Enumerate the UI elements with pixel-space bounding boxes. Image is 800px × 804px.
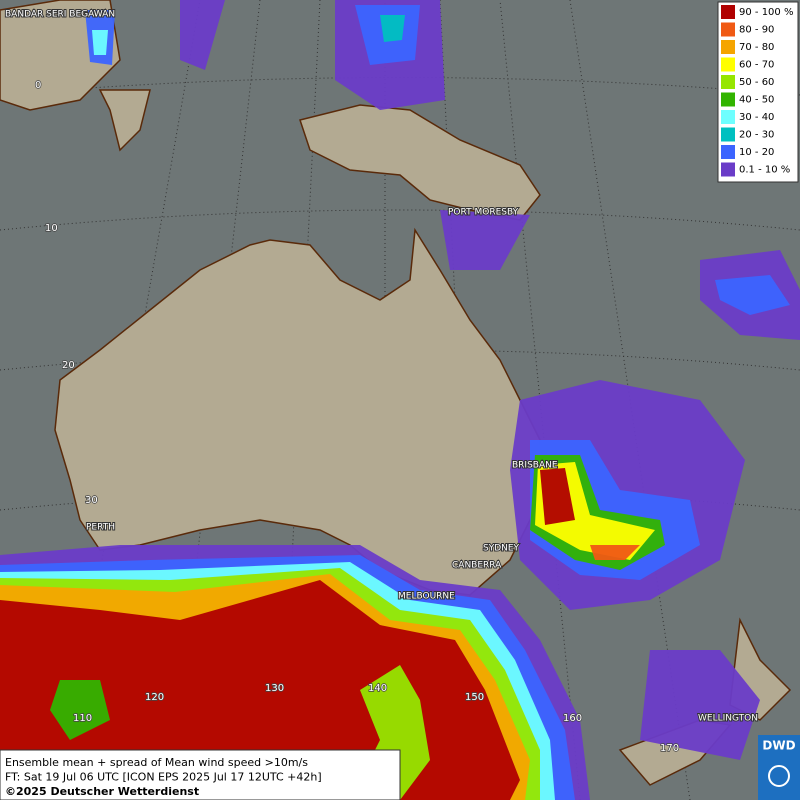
legend-swatch — [721, 40, 735, 54]
grid-label: 170 — [660, 743, 679, 754]
caption-line: FT: Sat 19 Jul 06 UTC [ICON EPS 2025 Jul… — [5, 771, 322, 784]
legend-label: 40 - 50 — [739, 95, 774, 106]
city-label: BRISBANE — [512, 461, 558, 471]
legend-swatch — [721, 127, 735, 142]
city-label: BANDAR SERI BEGAWAN — [5, 10, 115, 20]
caption-box — [0, 749, 401, 801]
precip-area — [380, 15, 405, 42]
logo-text: DWD — [762, 739, 795, 753]
legend-swatch — [721, 92, 735, 107]
city-label: PORT MORESBY — [448, 208, 519, 218]
legend-swatch — [721, 162, 735, 177]
precip-area — [92, 30, 108, 55]
legend-label: 30 - 40 — [739, 112, 774, 123]
precip-area — [715, 275, 790, 315]
precip-area — [640, 650, 760, 760]
legend-swatch — [721, 5, 735, 19]
legend-swatch — [721, 22, 735, 37]
legend-label: 0.1 - 10 % — [739, 165, 790, 176]
city-label: PERTH — [86, 523, 115, 533]
precip-area — [540, 468, 575, 525]
legend-label: 80 - 90 — [739, 25, 774, 36]
grid-label: 140 — [368, 683, 387, 694]
grid-label: 0 — [35, 80, 41, 91]
legend-label: 70 - 80 — [739, 42, 774, 53]
logo-box — [758, 735, 800, 800]
grid-label: 20 — [62, 360, 75, 371]
caption-line: Ensemble mean + spread of Mean wind spee… — [5, 756, 308, 769]
precip-area — [50, 680, 110, 740]
grid-label: 10 — [45, 223, 58, 234]
legend-swatch — [721, 75, 735, 89]
legend-swatch — [721, 57, 735, 72]
grid-label: 110 — [73, 713, 92, 724]
legend-label: 20 - 30 — [739, 130, 774, 141]
logo-icon — [768, 765, 790, 787]
legend-label: 90 - 100 % — [739, 7, 793, 18]
city-label: CANBERRA — [452, 561, 502, 571]
legend-label: 50 - 60 — [739, 77, 774, 88]
city-label: SYDNEY — [483, 544, 520, 554]
city-label: WELLINGTON — [698, 714, 758, 724]
legend-label: 10 - 20 — [739, 147, 774, 158]
grid-label: 160 — [563, 713, 582, 724]
grid-line — [0, 209, 800, 231]
city-label: MELBOURNE — [398, 592, 455, 602]
precip-area — [440, 210, 530, 270]
grid-line — [59, 0, 201, 801]
precip-area — [590, 545, 640, 560]
caption-line: ©2025 Deutscher Wetterdienst — [5, 785, 199, 798]
legend-swatch — [721, 145, 735, 159]
grid-label: 150 — [465, 692, 484, 703]
precip-area — [180, 0, 225, 70]
grid-label: 130 — [265, 683, 284, 694]
grid-label: 120 — [145, 692, 164, 703]
land — [0, 0, 792, 786]
grid-label: 30 — [85, 495, 98, 506]
sulawesi — [98, 89, 151, 152]
legend-label: 60 - 70 — [739, 60, 774, 71]
legend-swatch — [721, 110, 735, 124]
